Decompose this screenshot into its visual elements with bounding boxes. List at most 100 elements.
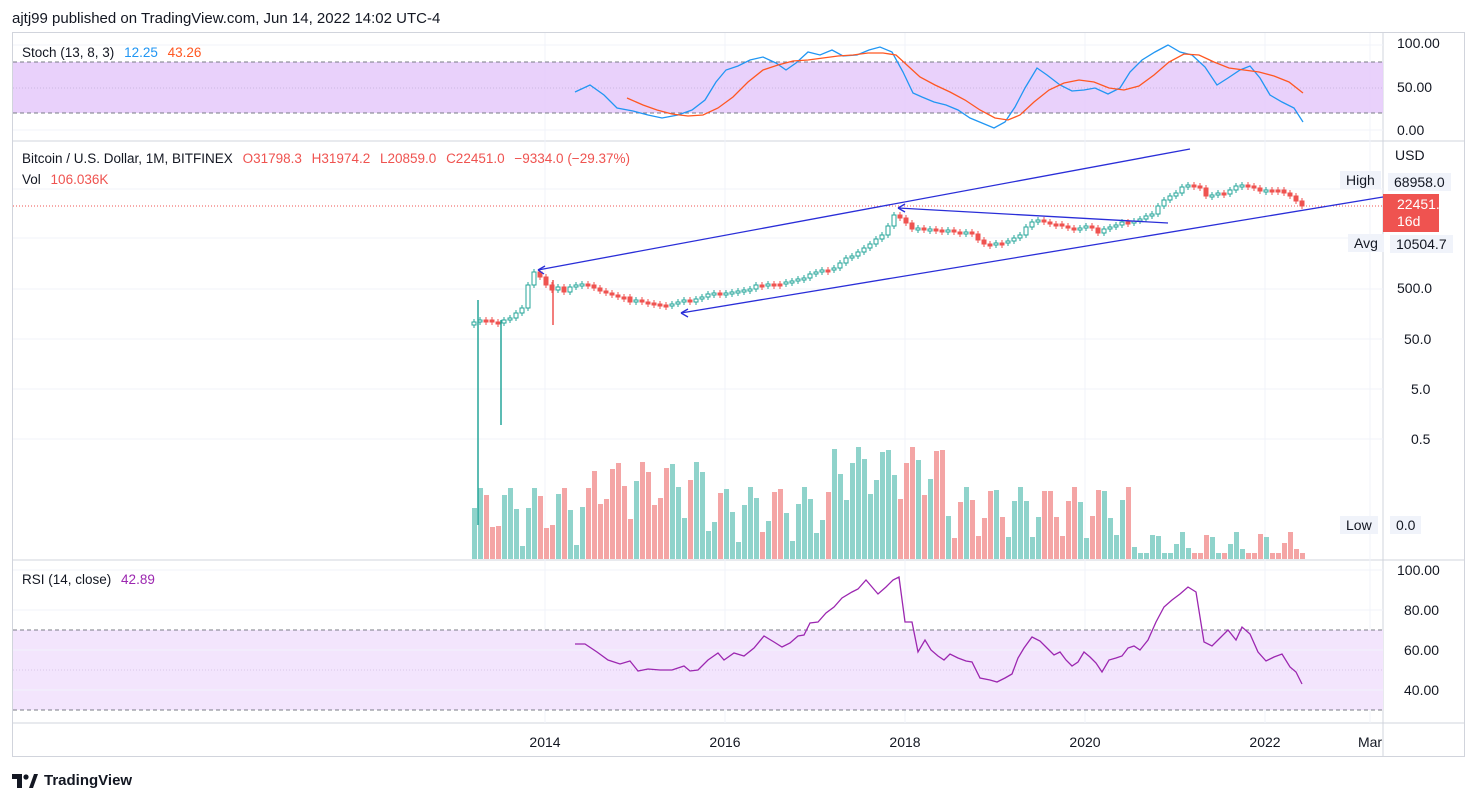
volume-bar[interactable] [1210,537,1215,559]
candle[interactable] [1125,221,1131,225]
volume-bar[interactable] [556,494,561,559]
volume-bar[interactable] [946,516,951,559]
volume-bar[interactable] [1066,501,1071,559]
volume-bar[interactable] [1114,535,1119,559]
candle[interactable] [1233,185,1239,191]
stoch-legend[interactable]: Stoch (13, 8, 3) 12.25 43.26 [22,45,207,60]
candle[interactable] [573,284,579,288]
candle[interactable] [1053,223,1059,227]
volume-bar[interactable] [1036,517,1041,559]
volume-bar[interactable] [850,463,855,559]
candle[interactable] [945,229,951,233]
volume-bar[interactable] [868,494,873,559]
candle[interactable] [471,321,477,326]
candle[interactable] [507,317,513,321]
volume-bar[interactable] [1150,535,1155,559]
candle[interactable] [993,242,999,246]
volume-bar[interactable] [964,487,969,559]
volume-bar[interactable] [958,502,963,559]
volume-bar[interactable] [1234,532,1239,559]
candle[interactable] [555,286,561,291]
candle[interactable] [1185,184,1191,188]
volume-bar[interactable] [928,479,933,559]
candle[interactable] [1257,187,1263,192]
candle[interactable] [909,222,915,230]
candle[interactable] [621,296,627,300]
volume-bar[interactable] [580,507,585,559]
candle[interactable] [795,278,801,282]
volume-bar[interactable] [856,447,861,559]
volume-bar[interactable] [1228,544,1233,559]
volume-bar[interactable] [514,509,519,559]
volume-bar[interactable] [1126,487,1131,559]
candle[interactable] [1209,194,1215,198]
volume-bar[interactable] [934,451,939,559]
volume-bar[interactable] [1240,549,1245,559]
candle[interactable] [1251,185,1257,189]
candle[interactable] [969,231,975,235]
volume-bar[interactable] [826,492,831,559]
volume-bar[interactable] [1102,491,1107,559]
volume-bar[interactable] [994,490,999,559]
volume-bar[interactable] [874,480,879,559]
volume-bar[interactable] [1132,547,1137,559]
trendlines[interactable] [537,148,1384,318]
volume-bar[interactable] [796,504,801,559]
candle[interactable] [861,247,867,253]
volume-bar[interactable] [862,459,867,559]
candle[interactable] [1281,189,1287,194]
candle[interactable] [567,286,573,293]
candle[interactable] [1107,226,1113,230]
volume-bar[interactable] [472,508,477,559]
candle[interactable] [723,292,729,296]
volume-bar[interactable] [1222,553,1227,559]
candle[interactable] [669,303,675,307]
candle[interactable] [1119,221,1125,226]
candle[interactable] [1245,184,1251,188]
volume-bar[interactable] [904,463,909,559]
candle[interactable] [525,284,531,309]
candle[interactable] [843,257,849,264]
candle[interactable] [885,225,891,236]
candle[interactable] [585,283,591,287]
candle[interactable] [705,293,711,298]
volume-bar[interactable] [1270,553,1275,559]
volume-bar[interactable] [562,488,567,559]
volume-bar[interactable] [748,487,753,559]
candle[interactable] [921,227,927,231]
volume-bar[interactable] [940,450,945,559]
volume-bar[interactable] [646,472,651,559]
volume-bar[interactable] [838,474,843,559]
candle[interactable] [1083,225,1089,229]
candle[interactable] [927,228,933,232]
volume-bar[interactable] [1294,549,1299,559]
candle[interactable] [483,319,489,323]
volume-bar[interactable] [1162,553,1167,559]
volume-bar[interactable] [718,493,723,559]
candle[interactable] [633,299,639,303]
candle[interactable] [975,233,981,241]
stoch-d-line[interactable] [626,52,1304,121]
candle[interactable] [999,242,1005,246]
volume-bar[interactable] [886,450,891,559]
volume-bar[interactable] [544,528,549,559]
candle[interactable] [699,296,705,300]
volume-bar[interactable] [808,499,813,559]
candle[interactable] [1155,205,1161,215]
volume-bar[interactable] [892,475,897,559]
volume-bar[interactable] [1276,553,1281,559]
candle[interactable] [879,234,885,240]
volume-bar[interactable] [814,533,819,559]
candle[interactable] [717,292,723,296]
rsi-line[interactable] [575,576,1303,685]
volume-bar[interactable] [778,489,783,559]
volume-bar[interactable] [592,471,597,559]
candle[interactable] [1263,189,1269,193]
symbol-legend[interactable]: Bitcoin / U.S. Dollar, 1M, BITFINEX O317… [22,151,636,166]
volume-bar[interactable] [1192,553,1197,559]
candle[interactable] [597,287,603,292]
candle[interactable] [1287,192,1293,197]
candle[interactable] [915,227,921,231]
candle[interactable] [765,283,771,287]
volume-bar[interactable] [802,487,807,559]
